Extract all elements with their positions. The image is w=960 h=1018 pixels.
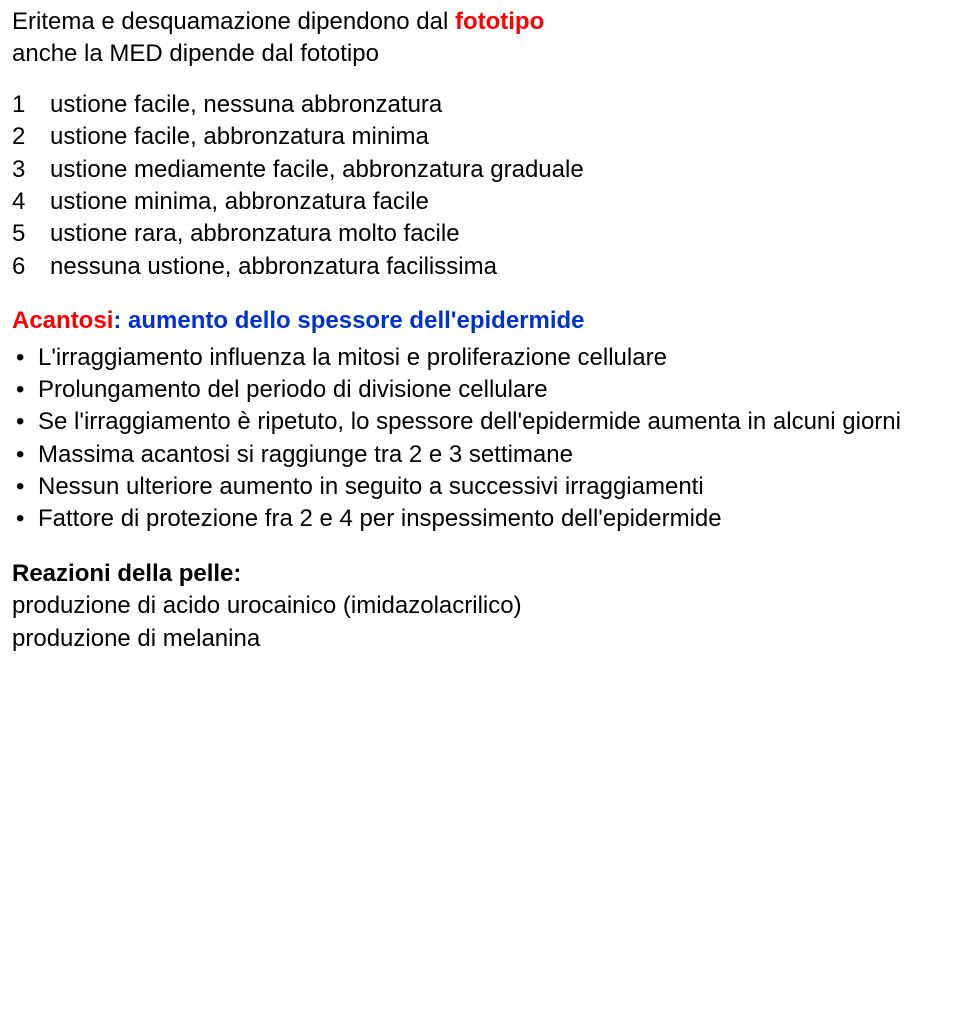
fototipo-num: 1 bbox=[12, 89, 40, 121]
fototipo-item: 2 ustione facile, abbronzatura minima bbox=[12, 121, 948, 153]
acantosi-desc: : aumento dello spessore dell'epidermide bbox=[113, 307, 584, 334]
title-line-2: anche la MED dipende dal fototipo bbox=[12, 38, 948, 70]
fototipo-text: ustione minima, abbronzatura facile bbox=[50, 186, 429, 218]
fototipo-num: 4 bbox=[12, 186, 40, 218]
acantosi-bullet: L'irraggiamento influenza la mitosi e pr… bbox=[12, 342, 948, 374]
fototipo-list: 1 ustione facile, nessuna abbronzatura 2… bbox=[12, 89, 948, 283]
acantosi-bullet: Fattore di protezione fra 2 e 4 per insp… bbox=[12, 503, 948, 535]
acantosi-bullets: L'irraggiamento influenza la mitosi e pr… bbox=[12, 342, 948, 536]
fototipo-text: ustione mediamente facile, abbronzatura … bbox=[50, 154, 584, 186]
fototipo-item: 3 ustione mediamente facile, abbronzatur… bbox=[12, 154, 948, 186]
acantosi-bullet: Massima acantosi si raggiunge tra 2 e 3 … bbox=[12, 439, 948, 471]
fototipo-item: 4 ustione minima, abbronzatura facile bbox=[12, 186, 948, 218]
fototipo-text: ustione rara, abbronzatura molto facile bbox=[50, 218, 460, 250]
acantosi-bullet: Nessun ulteriore aumento in seguito a su… bbox=[12, 471, 948, 503]
fototipo-text: ustione facile, abbronzatura minima bbox=[50, 121, 429, 153]
title-highlight-fototipo: fototipo bbox=[455, 8, 544, 35]
acantosi-heading: Acantosi: aumento dello spessore dell'ep… bbox=[12, 305, 948, 337]
fototipo-item: 6 nessuna ustione, abbronzatura faciliss… bbox=[12, 251, 948, 283]
acantosi-section: Acantosi: aumento dello spessore dell'ep… bbox=[12, 305, 948, 536]
fototipo-num: 2 bbox=[12, 121, 40, 153]
acantosi-bullet: Se l'irraggiamento è ripetuto, lo spesso… bbox=[12, 406, 948, 438]
title-text-part1: Eritema e desquamazione dipendono dal bbox=[12, 8, 455, 35]
acantosi-bullet: Prolungamento del periodo di divisione c… bbox=[12, 374, 948, 406]
fototipo-item: 1 ustione facile, nessuna abbronzatura bbox=[12, 89, 948, 121]
reazioni-line: produzione di acido urocainico (imidazol… bbox=[12, 590, 948, 622]
reazioni-title: Reazioni della pelle: bbox=[12, 558, 948, 590]
fototipo-item: 5 ustione rara, abbronzatura molto facil… bbox=[12, 218, 948, 250]
acantosi-label: Acantosi bbox=[12, 307, 113, 334]
fototipo-num: 5 bbox=[12, 218, 40, 250]
fototipo-num: 3 bbox=[12, 154, 40, 186]
document-page: Eritema e desquamazione dipendono dal fo… bbox=[0, 0, 960, 665]
title-line-1: Eritema e desquamazione dipendono dal fo… bbox=[12, 6, 948, 38]
fototipo-num: 6 bbox=[12, 251, 40, 283]
fototipo-text: ustione facile, nessuna abbronzatura bbox=[50, 89, 442, 121]
reazioni-line: produzione di melanina bbox=[12, 623, 948, 655]
fototipo-text: nessuna ustione, abbronzatura facilissim… bbox=[50, 251, 497, 283]
